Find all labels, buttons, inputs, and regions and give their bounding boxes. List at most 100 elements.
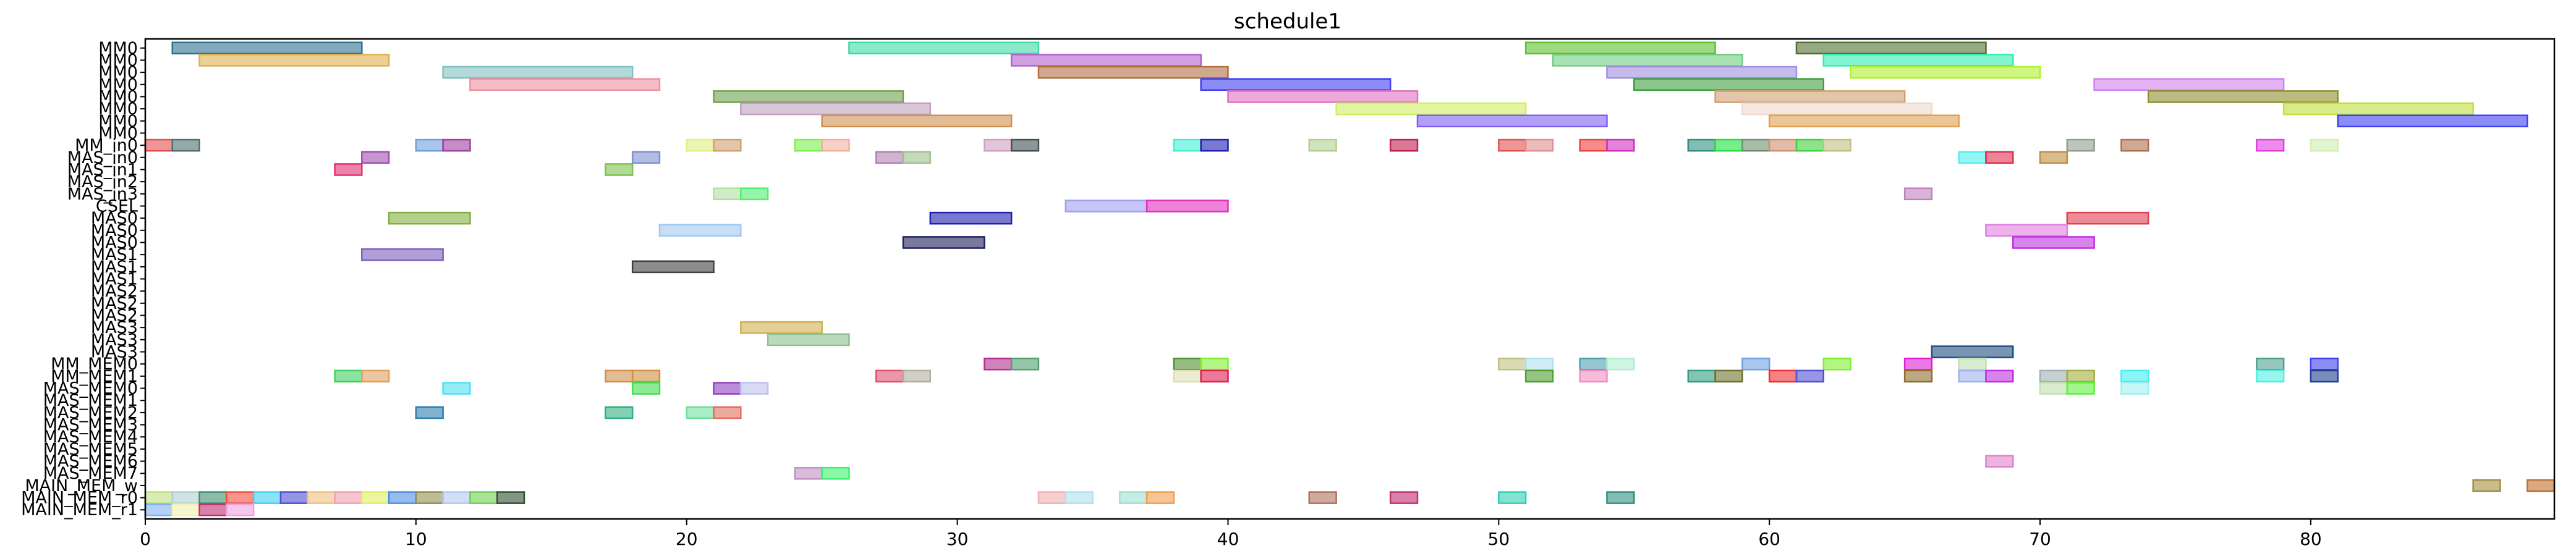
task-bar bbox=[929, 211, 1013, 225]
task-bar bbox=[1903, 357, 1933, 371]
y-tick-label: MAS_in2 bbox=[67, 172, 138, 192]
task-bar bbox=[1714, 138, 1743, 152]
x-tick-label: 80 bbox=[2300, 529, 2322, 549]
task-bar bbox=[279, 491, 308, 504]
task-bar bbox=[848, 41, 1040, 55]
task-bar bbox=[415, 491, 444, 504]
task-bar bbox=[2310, 138, 2339, 152]
task-bar bbox=[2256, 138, 2285, 152]
task-bar bbox=[1010, 138, 1040, 152]
task-bar bbox=[1633, 78, 1825, 91]
y-tick-label: MM0 bbox=[98, 124, 138, 143]
task-bar bbox=[1498, 491, 1527, 504]
task-bar bbox=[226, 503, 255, 516]
task-bar bbox=[740, 382, 769, 395]
task-bar bbox=[1416, 114, 1608, 128]
task-bar bbox=[1389, 491, 1419, 504]
y-tick-label: MM0 bbox=[98, 39, 138, 58]
task-bar bbox=[334, 163, 363, 176]
task-bar bbox=[902, 236, 985, 249]
task-bar bbox=[1606, 357, 1635, 371]
task-bar bbox=[605, 163, 634, 176]
task-bar bbox=[902, 151, 932, 164]
task-bar bbox=[2310, 357, 2339, 371]
task-bar bbox=[1065, 200, 1148, 213]
task-bar bbox=[2066, 138, 2095, 152]
task-bar bbox=[1687, 369, 1716, 383]
task-bar bbox=[1931, 345, 2014, 358]
task-bar bbox=[1579, 357, 1608, 371]
y-tick-label: MM_in0 bbox=[75, 136, 138, 155]
task-bar bbox=[388, 491, 417, 504]
task-bar bbox=[361, 151, 390, 164]
task-bar bbox=[713, 406, 742, 419]
bars-layer bbox=[144, 41, 2556, 516]
task-bar bbox=[442, 382, 471, 395]
task-bar bbox=[2282, 102, 2474, 116]
task-bar bbox=[686, 138, 715, 152]
task-bar bbox=[2147, 90, 2339, 103]
task-bar bbox=[605, 406, 634, 419]
task-bar bbox=[1308, 138, 1337, 152]
task-bar bbox=[658, 224, 742, 237]
x-tick-label: 70 bbox=[2029, 529, 2051, 549]
task-bar bbox=[1037, 65, 1229, 79]
task-bar bbox=[713, 90, 904, 103]
task-bar bbox=[1146, 200, 1229, 213]
task-bar bbox=[1552, 54, 1743, 67]
plot-frame bbox=[144, 38, 2556, 520]
chart-title: schedule1 bbox=[1234, 9, 1341, 34]
y-tick-label: MM0 bbox=[98, 87, 138, 106]
x-tick-label: 50 bbox=[1488, 529, 1510, 549]
task-bar bbox=[469, 491, 498, 504]
x-tick-label: 0 bbox=[140, 529, 151, 549]
y-tick-label: MAS_MEM3 bbox=[43, 416, 138, 435]
task-bar bbox=[144, 503, 174, 516]
y-tick-label: MAS2 bbox=[91, 306, 138, 326]
x-tick-label: 40 bbox=[1217, 529, 1239, 549]
task-bar bbox=[442, 65, 634, 79]
task-bar bbox=[1498, 138, 1527, 152]
y-tick-label: MM0 bbox=[98, 75, 138, 95]
task-bar bbox=[2256, 369, 2285, 383]
task-bar bbox=[1795, 369, 1825, 383]
y-tick-label: MM0 bbox=[98, 99, 138, 119]
task-bar bbox=[1850, 65, 2041, 79]
task-bar bbox=[442, 491, 471, 504]
task-bar bbox=[1173, 357, 1202, 371]
y-tick-label: MAS1 bbox=[91, 258, 138, 277]
y-tick-label: MAS_in3 bbox=[67, 185, 138, 204]
task-bar bbox=[361, 491, 390, 504]
task-bar bbox=[1768, 369, 1798, 383]
y-tick-label: MAS_MEM7 bbox=[43, 464, 138, 483]
y-tick-label: MAS0 bbox=[91, 221, 138, 240]
task-bar bbox=[1200, 369, 1229, 383]
task-bar bbox=[1010, 357, 1040, 371]
task-bar bbox=[1606, 65, 1798, 79]
y-tick-label: MM0 bbox=[98, 112, 138, 131]
task-bar bbox=[1389, 138, 1419, 152]
x-tick-label: 20 bbox=[676, 529, 698, 549]
task-bar bbox=[794, 138, 823, 152]
task-bar bbox=[361, 369, 390, 383]
task-bar bbox=[740, 187, 769, 201]
task-bar bbox=[1714, 369, 1743, 383]
task-bar bbox=[713, 138, 742, 152]
task-bar bbox=[821, 114, 1013, 128]
task-bar bbox=[1524, 41, 1716, 55]
task-bar bbox=[415, 138, 444, 152]
task-bar bbox=[2039, 151, 2068, 164]
task-bar bbox=[1065, 491, 1094, 504]
y-tick-label: MAS_MEM6 bbox=[43, 452, 138, 471]
y-tick-label: MAS2 bbox=[91, 282, 138, 301]
task-bar bbox=[1958, 357, 1987, 371]
task-bar bbox=[1146, 491, 1175, 504]
y-tick-label: MAS_MEM0 bbox=[43, 379, 138, 398]
task-bar bbox=[1173, 138, 1202, 152]
y-tick-label: MM0 bbox=[98, 51, 138, 70]
y-tick-label: MAS_MEM4 bbox=[43, 428, 138, 447]
task-bar bbox=[1903, 187, 1933, 201]
task-bar bbox=[198, 491, 227, 504]
task-bar bbox=[713, 187, 742, 201]
